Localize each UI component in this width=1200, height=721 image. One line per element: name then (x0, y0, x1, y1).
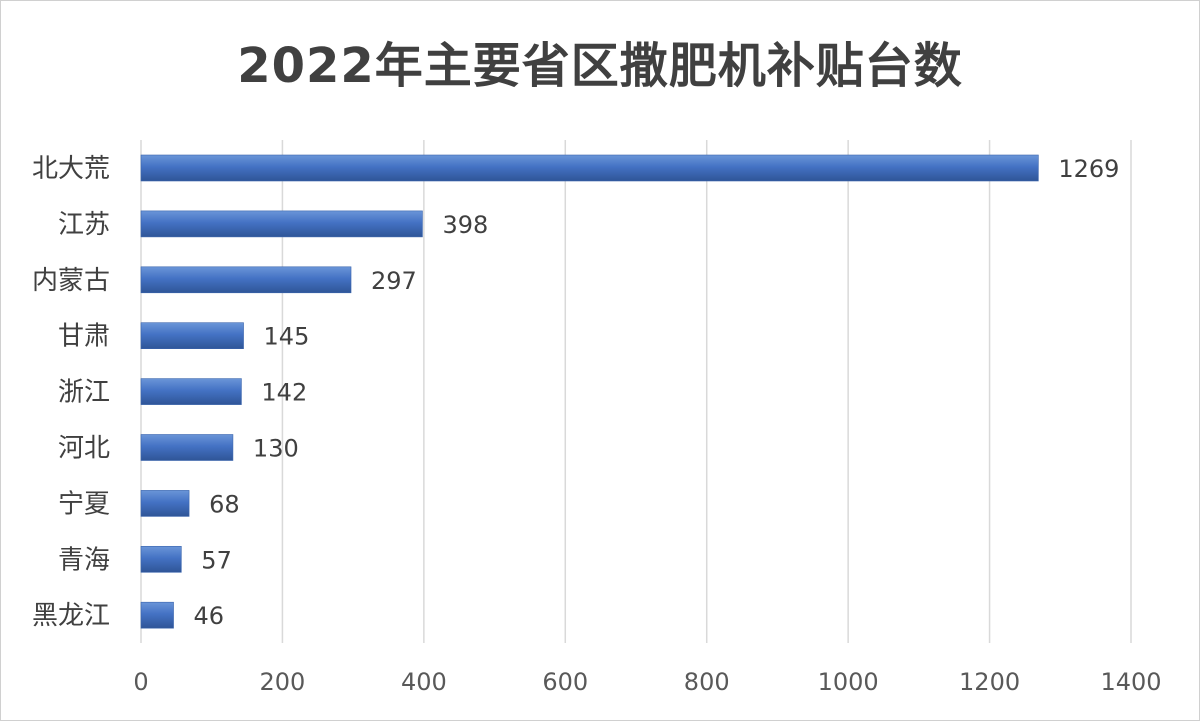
bar (140, 210, 423, 238)
data-label: 398 (442, 211, 488, 239)
x-tick-label: 800 (684, 668, 730, 696)
data-label: 57 (201, 546, 232, 574)
category-label: 青海 (58, 545, 110, 575)
x-tick-label: 0 (133, 668, 148, 696)
category-label: 北大荒 (32, 154, 110, 184)
bar (140, 322, 244, 350)
data-label: 145 (264, 323, 310, 351)
category-label: 浙江 (58, 378, 110, 408)
chart-title: 2022年主要省区撒肥机补贴台数 (237, 38, 963, 94)
x-tick-label: 1000 (818, 668, 879, 696)
category-label: 黑龙江 (32, 601, 110, 631)
bars (140, 154, 1039, 629)
data-label: 1269 (1058, 155, 1119, 183)
data-label: 297 (371, 267, 417, 295)
data-label: 142 (261, 379, 307, 407)
category-label: 宁夏 (58, 489, 110, 519)
bar (140, 154, 1039, 182)
bar (140, 266, 352, 294)
data-label: 68 (209, 490, 240, 518)
x-tick-label: 1200 (959, 668, 1020, 696)
x-tick-label: 400 (401, 668, 447, 696)
bar (140, 545, 182, 573)
category-label: 河北 (58, 434, 110, 464)
x-axis-tick-labels: 0 200 400 600 800 1000 1200 1400 (133, 668, 1161, 696)
x-tick-label: 200 (260, 668, 306, 696)
bar (140, 490, 190, 517)
bar (140, 601, 174, 629)
bar (140, 378, 242, 405)
x-tick-label: 600 (542, 668, 588, 696)
category-label: 内蒙古 (32, 266, 110, 296)
x-tick-label: 1400 (1100, 668, 1161, 696)
bar (140, 434, 234, 461)
category-label: 江苏 (58, 210, 110, 240)
data-label: 130 (253, 435, 299, 463)
data-labels: 1269 398 297 145 142 130 68 57 46 (194, 155, 1120, 630)
data-label: 46 (194, 602, 225, 630)
category-label: 甘肃 (58, 322, 110, 352)
